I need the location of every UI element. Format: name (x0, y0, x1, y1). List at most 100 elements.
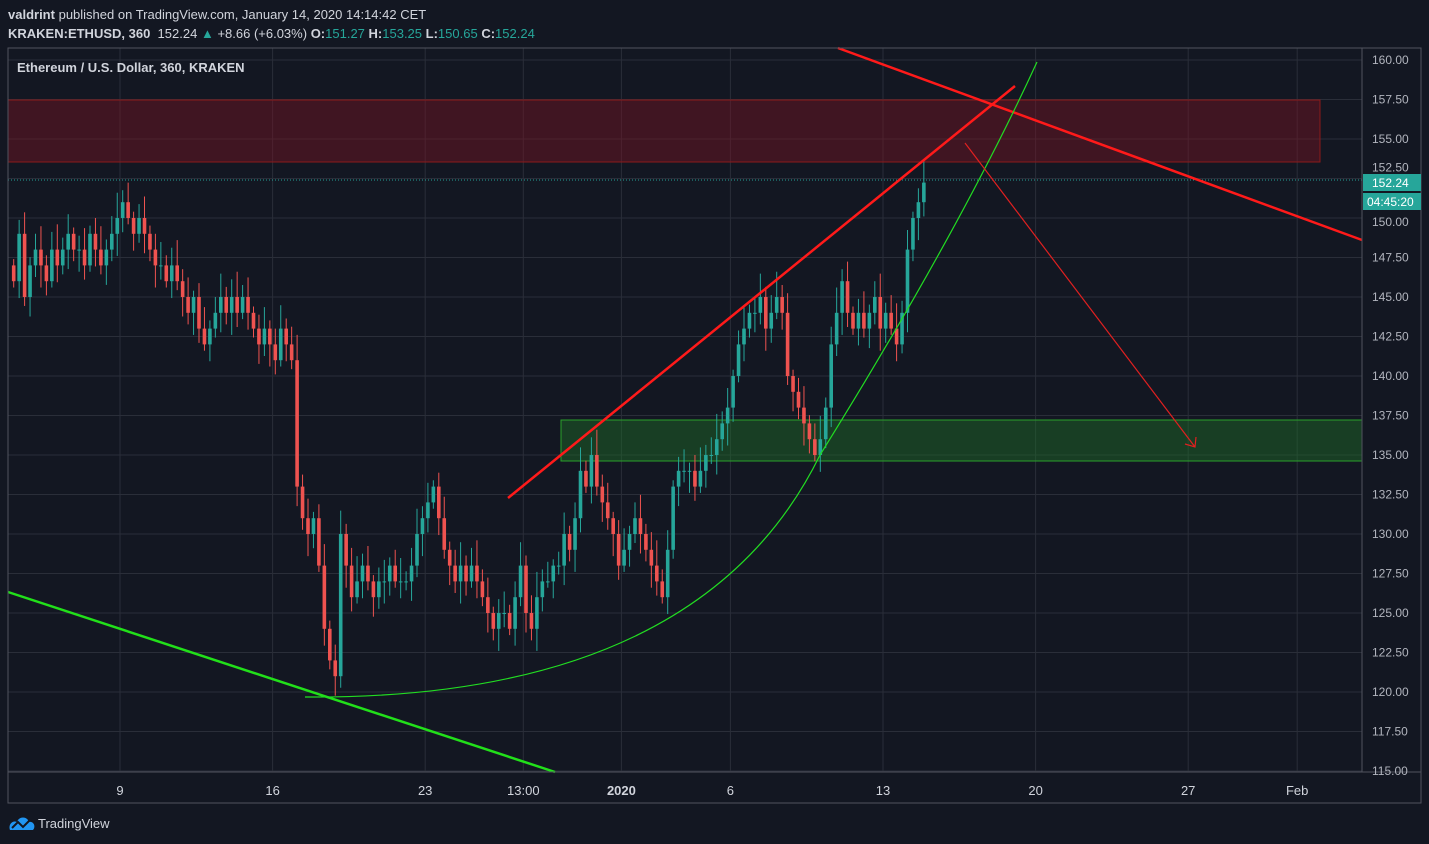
candle-body (823, 407, 828, 440)
change: +8.66 (+6.03%) (217, 26, 308, 41)
candle-body (496, 613, 501, 629)
y-tick-label: 145.00 (1372, 290, 1409, 304)
candle (834, 287, 839, 356)
candle-body (404, 581, 408, 583)
candle-body (622, 549, 626, 566)
candle (633, 502, 637, 543)
candle (720, 411, 724, 451)
resistance-zone[interactable] (7, 99, 1321, 163)
candle-body (322, 565, 327, 629)
candle-body (682, 470, 686, 472)
x-tick-label: 20 (1028, 783, 1042, 798)
author[interactable]: valdrint (8, 7, 55, 22)
candle-body (475, 565, 479, 582)
y-tick-label: 120.00 (1372, 685, 1409, 699)
candle (556, 551, 561, 575)
candle-body (360, 565, 365, 582)
candle (627, 525, 632, 567)
candle (120, 190, 125, 233)
candle-body (878, 297, 883, 329)
candle (420, 506, 425, 557)
x-tick-label: 13:00 (507, 783, 540, 798)
candle (131, 211, 136, 251)
candle (191, 290, 196, 335)
candle-body (736, 344, 741, 376)
candle (671, 480, 675, 559)
symbol-legend: KRAKEN:ETHUSD, 360 152.24 ▲ +8.66 (+6.03… (8, 26, 535, 41)
candle (44, 255, 49, 296)
candle (273, 328, 278, 375)
candle-body (486, 597, 490, 613)
time-axis[interactable] (7, 771, 1422, 804)
candles (11, 161, 926, 696)
candle-body (164, 265, 169, 282)
candle-body (758, 297, 763, 313)
candle (616, 520, 621, 580)
candle (17, 219, 21, 299)
candle (818, 415, 823, 472)
candle-body (82, 249, 87, 266)
candle-body (99, 249, 103, 266)
candle (802, 386, 806, 446)
candle-body (709, 455, 714, 456)
candle (284, 318, 288, 362)
candle-body (655, 565, 659, 582)
candle (823, 397, 828, 449)
candle (747, 304, 752, 338)
candle (758, 273, 763, 325)
candle-body (349, 565, 354, 598)
candle-body (142, 218, 147, 234)
parabolic-curve[interactable] (304, 61, 1038, 698)
candle (682, 449, 686, 483)
candle-body (191, 297, 196, 313)
support-zone[interactable] (560, 419, 1363, 462)
candle-body (883, 312, 888, 329)
candle (153, 233, 158, 288)
candle (322, 544, 327, 646)
candle-body (469, 565, 474, 582)
candle-body (415, 534, 419, 566)
candle-body (589, 455, 594, 487)
candle-body (540, 581, 545, 598)
x-tick-label: 27 (1181, 783, 1195, 798)
candle (546, 561, 550, 588)
candle-body (535, 597, 539, 629)
candle (55, 224, 60, 283)
green-trendline[interactable] (7, 590, 556, 774)
candle (540, 569, 545, 612)
candle-body (791, 376, 795, 392)
candle (518, 542, 523, 607)
candle (33, 233, 38, 277)
candle (126, 182, 130, 225)
candle (458, 542, 463, 604)
x-tick-label: 23 (418, 783, 432, 798)
candle (355, 556, 359, 604)
candle (644, 523, 648, 562)
candle (60, 237, 65, 275)
candle-body (333, 660, 338, 677)
candle-body (556, 565, 561, 567)
candle-body (88, 233, 92, 266)
y-tick-label: 152.50 (1372, 161, 1409, 175)
red-descending-trendline[interactable] (837, 46, 1363, 242)
candle-body (93, 233, 98, 250)
candle-body (311, 518, 316, 534)
candle (464, 555, 468, 596)
candle-body (251, 312, 256, 329)
candle (780, 284, 784, 330)
projection-arrow[interactable] (964, 142, 1196, 448)
y-tick-label: 117.50 (1372, 725, 1408, 739)
candle-body (807, 423, 812, 440)
candle-body (126, 202, 130, 218)
candle-body (731, 376, 735, 408)
red-ascending-trendline[interactable] (507, 85, 1016, 499)
candle (289, 326, 294, 370)
candle-body (257, 328, 261, 345)
candle-body (595, 455, 599, 487)
candle (567, 525, 572, 562)
x-tick-label: 9 (116, 783, 123, 798)
x-tick-label: 16 (265, 783, 279, 798)
candle-body (867, 312, 872, 329)
tradingview-logo[interactable]: TradingView (8, 814, 110, 832)
